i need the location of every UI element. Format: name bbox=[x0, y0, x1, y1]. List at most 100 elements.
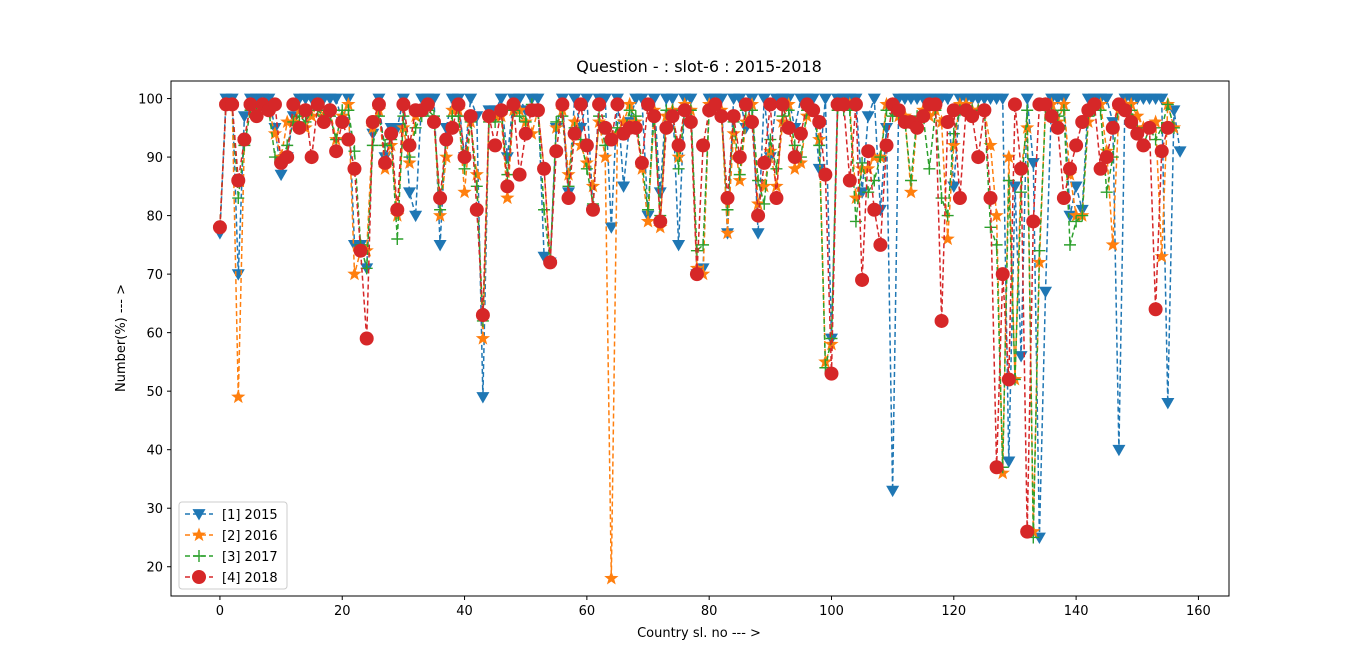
x-axis-label: Country sl. no --- > bbox=[637, 626, 761, 641]
data-point bbox=[353, 243, 368, 258]
data-point bbox=[1069, 138, 1084, 153]
data-point bbox=[1155, 93, 1169, 106]
data-point bbox=[1124, 96, 1139, 111]
data-point bbox=[513, 93, 527, 106]
data-point bbox=[672, 162, 685, 175]
data-point bbox=[604, 222, 618, 234]
data-point bbox=[1142, 120, 1157, 135]
data-point bbox=[1112, 444, 1126, 457]
legend-label: [1] 2015 bbox=[222, 508, 278, 523]
legend-marker bbox=[192, 509, 206, 521]
data-point bbox=[788, 139, 801, 152]
data-point bbox=[861, 161, 876, 175]
series-line bbox=[219, 101, 1169, 532]
data-point bbox=[769, 191, 784, 206]
legend-marker bbox=[193, 550, 205, 562]
data-point bbox=[512, 167, 527, 182]
data-point bbox=[952, 191, 967, 206]
data-point bbox=[537, 251, 551, 264]
y-tick-label: 90 bbox=[146, 151, 163, 166]
data-point bbox=[874, 151, 887, 164]
data-point bbox=[683, 114, 698, 129]
data-point bbox=[934, 313, 949, 328]
data-point bbox=[573, 97, 588, 112]
data-point bbox=[445, 120, 460, 135]
data-point bbox=[469, 167, 484, 181]
data-point bbox=[677, 103, 692, 118]
data-point bbox=[231, 389, 246, 404]
data-point bbox=[684, 93, 698, 106]
data-point bbox=[848, 97, 863, 112]
data-point bbox=[812, 114, 827, 129]
data-point bbox=[689, 267, 704, 282]
data-point bbox=[445, 102, 460, 117]
data-point bbox=[751, 208, 766, 223]
data-point bbox=[1014, 161, 1029, 176]
y-axis-label: Number(%) --- > bbox=[114, 284, 129, 392]
x-tick-label: 20 bbox=[334, 604, 351, 619]
data-point bbox=[1021, 104, 1034, 117]
data-point bbox=[640, 214, 656, 228]
data-point bbox=[848, 190, 864, 205]
data-point bbox=[928, 97, 943, 112]
data-point bbox=[641, 97, 656, 112]
data-point bbox=[775, 97, 790, 112]
data-point bbox=[861, 111, 875, 123]
data-point bbox=[494, 103, 509, 118]
legend: [1] 2015 [2] 2016 [3] 2017 [4] 2018 bbox=[178, 501, 288, 590]
data-point bbox=[469, 202, 484, 217]
data-point bbox=[635, 93, 649, 106]
data-point bbox=[824, 366, 839, 381]
y-tick-label: 30 bbox=[146, 502, 163, 517]
data-point bbox=[873, 237, 888, 252]
x-tick-label: 120 bbox=[941, 604, 966, 619]
data-point bbox=[359, 331, 374, 346]
data-point bbox=[665, 93, 679, 106]
data-point bbox=[946, 137, 961, 152]
data-point bbox=[995, 267, 1010, 282]
x-tick-label: 100 bbox=[819, 604, 844, 619]
legend-label: [3] 2017 bbox=[222, 550, 278, 565]
data-point bbox=[793, 126, 808, 141]
data-point bbox=[751, 196, 766, 210]
data-point bbox=[971, 150, 986, 165]
y-tick-label: 100 bbox=[138, 93, 163, 108]
data-point bbox=[543, 255, 558, 270]
data-point bbox=[464, 93, 478, 106]
data-point bbox=[1026, 214, 1041, 229]
data-point bbox=[952, 96, 967, 111]
data-point bbox=[451, 97, 466, 112]
data-point bbox=[304, 150, 319, 165]
data-point bbox=[1105, 237, 1120, 251]
data-point bbox=[1007, 97, 1022, 112]
data-point bbox=[744, 114, 759, 129]
data-point bbox=[458, 162, 471, 175]
data-point bbox=[616, 114, 631, 128]
data-point bbox=[439, 132, 454, 147]
y-tick-label: 40 bbox=[146, 444, 163, 459]
legend-label: [2] 2016 bbox=[222, 529, 278, 544]
data-point bbox=[267, 97, 282, 112]
data-point bbox=[1038, 97, 1053, 112]
data-point bbox=[452, 110, 465, 123]
data-point bbox=[232, 192, 245, 205]
data-point bbox=[996, 93, 1010, 106]
y-tick-label: 70 bbox=[146, 268, 163, 283]
data-point bbox=[488, 138, 503, 153]
data-point bbox=[787, 161, 802, 175]
data-point bbox=[329, 144, 344, 159]
data-point bbox=[342, 104, 355, 117]
data-point bbox=[763, 97, 778, 112]
data-point bbox=[714, 109, 729, 124]
data-point bbox=[482, 109, 497, 124]
data-point bbox=[671, 149, 686, 164]
data-point bbox=[628, 120, 643, 135]
data-point bbox=[1008, 181, 1022, 193]
data-point bbox=[494, 93, 508, 106]
data-point bbox=[983, 137, 998, 152]
data-point bbox=[585, 178, 601, 193]
data-point bbox=[237, 132, 252, 147]
data-point bbox=[470, 180, 483, 193]
data-point bbox=[714, 93, 728, 106]
data-point bbox=[653, 187, 667, 199]
